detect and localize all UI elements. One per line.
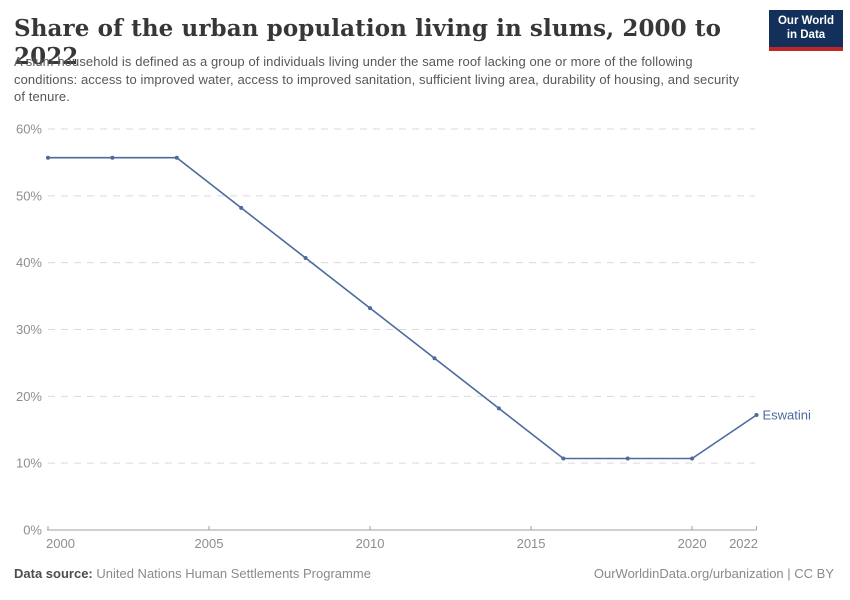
x-axis-tick-label: 2015	[517, 536, 546, 551]
y-axis-tick-label: 30%	[16, 322, 42, 337]
data-point[interactable]	[303, 256, 308, 260]
data-point[interactable]	[239, 205, 244, 210]
entity-label[interactable]: Eswatini	[763, 408, 812, 423]
page-title: Share of the urban population living in …	[14, 15, 722, 70]
y-axis-tick-label: 20%	[16, 389, 42, 404]
x-axis-tick-label: 2020	[678, 536, 707, 551]
x-axis-tick-label: 2010	[356, 536, 385, 551]
data-point[interactable]	[432, 356, 437, 361]
data-source: Data source: United Nations Human Settle…	[14, 566, 371, 581]
y-axis-tick-label: 0%	[23, 523, 42, 538]
data-point[interactable]	[174, 155, 179, 160]
y-axis-tick-label: 40%	[16, 255, 42, 270]
data-point[interactable]	[690, 456, 695, 461]
x-axis-tick-label: 2005	[195, 536, 224, 551]
owid-logo[interactable]: Our World in Data	[769, 10, 843, 51]
data-point[interactable]	[561, 456, 566, 461]
owid-logo-line1: Our World	[777, 15, 834, 27]
data-point[interactable]	[368, 306, 372, 311]
data-point[interactable]	[625, 456, 630, 461]
x-axis-tick-label: 2022	[729, 536, 758, 551]
data-point[interactable]	[110, 155, 115, 160]
data-source-value: United Nations Human Settlements Program…	[92, 566, 371, 581]
y-axis-tick-label: 60%	[16, 122, 42, 137]
x-axis-tick-label: 2000	[46, 536, 75, 551]
data-point[interactable]	[46, 155, 50, 160]
line-chart[interactable]: 0% 10% 20% 30% 40% 50% 60% 2000 2005 2010 2015 2020…	[0, 0, 850, 560]
data-point[interactable]	[496, 406, 501, 411]
y-axis-tick-label: 10%	[16, 456, 42, 471]
data-source-label: Data source:	[14, 566, 93, 581]
data-line[interactable]	[47, 156, 758, 460]
chart-footer: Data source: United Nations Human Settle…	[14, 566, 834, 581]
data-point[interactable]	[754, 413, 759, 417]
owid-license-link[interactable]: OurWorldinData.org/urbanization | CC BY	[593, 566, 834, 581]
chart-subtitle: A slum household is defined as a group o…	[14, 54, 740, 104]
y-axis-tick-label: 50%	[16, 188, 42, 203]
owid-logo-line2: in Data	[786, 28, 826, 41]
